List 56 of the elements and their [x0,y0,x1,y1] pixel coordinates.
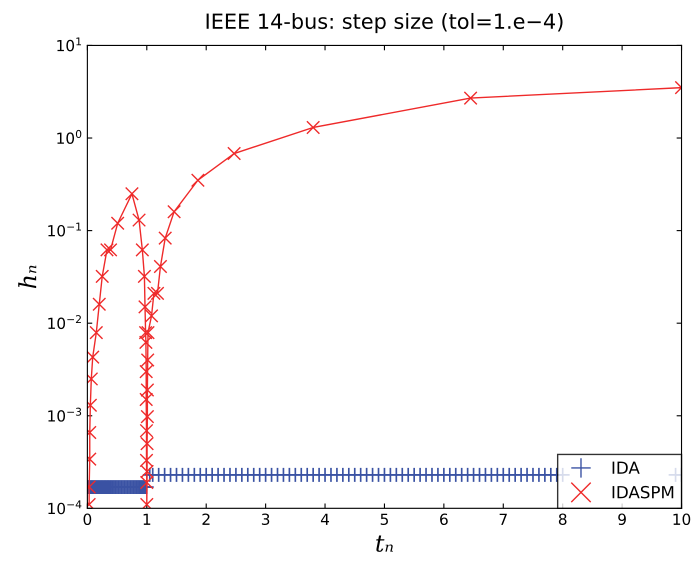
point [138,335,153,350]
x-tick-label: 9 [618,513,626,526]
point [144,308,158,323]
x-tick-label: 7 [500,514,507,525]
legend-label: IDA [612,462,640,474]
point [104,242,118,257]
x-tick-label: 5 [380,514,388,526]
y-tick-label: 10$^{−1}$ [48,222,81,237]
legend-label: IDASPM [612,486,674,498]
point [306,120,320,134]
point [167,204,182,219]
point [140,353,155,367]
point [92,297,106,312]
x-tick-label: 1 [144,514,150,525]
point [140,424,154,438]
point [190,173,205,188]
y-tick-label: 10$^{−4}$ [48,500,82,514]
point [95,269,110,284]
y-tick-label: 10$^{−3}$ [48,408,82,422]
x-tick-label: 0 [84,513,92,526]
y-tick-label: 10$^{0}$ [57,130,82,144]
point [140,464,154,478]
point [227,146,242,160]
point [132,213,146,228]
point [140,383,154,397]
point [141,326,155,340]
y-tick-label: 10$^{−2}$ [48,315,81,330]
point [89,326,104,340]
x-tick-label: 4 [320,514,330,525]
point [139,392,154,406]
x-tick-label: 6 [440,513,448,526]
point [138,300,152,314]
point [135,242,150,257]
point [87,350,100,364]
y-axis-title: hₙ [18,266,36,288]
point [146,286,161,300]
point [150,286,164,300]
point [139,364,154,379]
point [100,242,114,257]
point [138,326,153,340]
point [110,216,125,230]
point [154,260,168,274]
point [140,410,154,424]
x-axis-title: tₙ [376,535,393,552]
point [140,476,154,490]
chart-title: IEEE 14-bus: step size (tol=1.e−4) [206,12,563,34]
point [140,436,154,451]
x-tick-label: 10 [673,513,690,526]
point [158,231,172,246]
x-tick-label: 8 [558,513,567,526]
y-tick-label: 10$^{1}$ [57,37,82,52]
x-tick-label: 3 [262,513,270,526]
point [124,186,139,201]
point [140,453,154,468]
x-tick-label: 2 [202,513,210,525]
point [137,269,152,284]
